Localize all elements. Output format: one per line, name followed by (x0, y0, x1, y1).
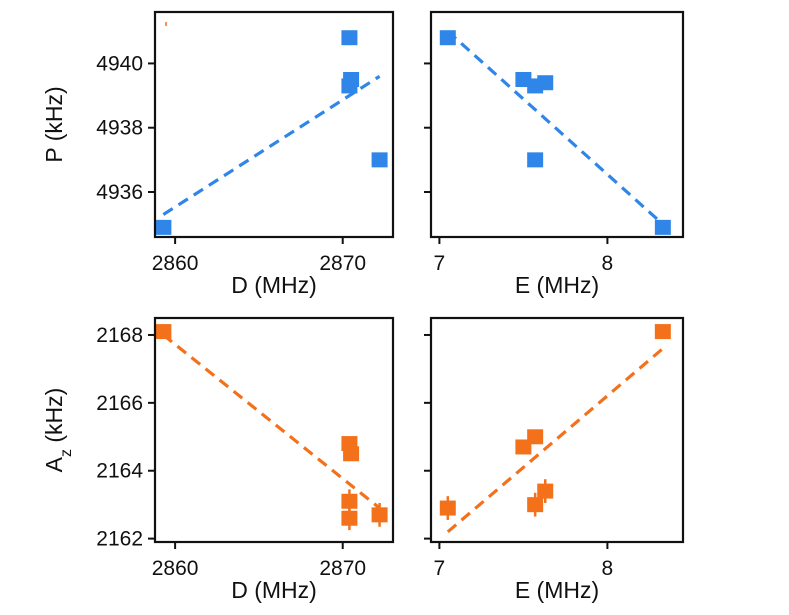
x-axis-label: E (MHz) (515, 272, 599, 298)
y-tick-label: 4940 (96, 52, 143, 75)
plot-frame (153, 316, 395, 544)
data-point (654, 219, 671, 235)
data-point (341, 30, 358, 46)
fit-line (162, 74, 381, 216)
x-tick-label: 7 (434, 557, 446, 580)
plot-frame (153, 10, 395, 239)
x-tick-label: 2860 (152, 557, 199, 580)
fit-line (162, 333, 381, 510)
x-axis-label: D (MHz) (231, 272, 317, 298)
data-point (371, 152, 388, 168)
x-axis-label: D (MHz) (231, 577, 317, 603)
y-tick-label: 2168 (96, 324, 143, 347)
data-point (371, 507, 388, 523)
x-tick-label: 7 (434, 252, 446, 275)
x-tick-label: 2870 (319, 252, 366, 275)
chart-panel-top-left: 2860 2870 4936 4938 4940 D (MHz) P (kHz) (41, 10, 395, 298)
data-point (654, 324, 671, 340)
data-point (341, 510, 358, 526)
plot-frame (429, 316, 685, 544)
x-tick-label: 8 (602, 252, 614, 275)
data-point (527, 152, 544, 168)
data-point (155, 324, 172, 340)
fit-line (446, 30, 664, 226)
data-point (341, 493, 358, 509)
data-point (527, 429, 544, 445)
data-point (537, 483, 554, 499)
chart-panel-top-right: 7 8E (MHz) (424, 10, 685, 298)
data-point (439, 500, 456, 516)
data-point (155, 219, 172, 235)
plot-frame (429, 10, 685, 239)
y-tick-label: 4938 (96, 117, 143, 140)
data-point (537, 75, 554, 91)
chart-panel-bottom-left: 2860 2870 2162 2164 2166 2168 D (MHz) Az (kHz) (41, 316, 395, 603)
chart-panel-bottom-right: 7 8E (MHz) (424, 316, 685, 603)
y-tick-label: 2162 (96, 528, 143, 551)
data-point (343, 446, 360, 462)
x-tick-label: 2870 (319, 557, 366, 580)
data-point (439, 30, 456, 46)
data-point (527, 497, 544, 513)
data-point (341, 78, 358, 94)
y-axis-label: Az (kHz) (41, 388, 75, 473)
y-tick-label: 2166 (96, 392, 143, 415)
x-tick-label: 8 (602, 557, 614, 580)
fit-line (446, 347, 664, 534)
y-axis-label: P (kHz) (41, 86, 67, 162)
y-tick-label: 4936 (96, 181, 143, 204)
x-tick-label: 2860 (152, 252, 199, 275)
x-axis-label: E (MHz) (515, 577, 599, 603)
y-tick-label: 2164 (96, 460, 143, 483)
